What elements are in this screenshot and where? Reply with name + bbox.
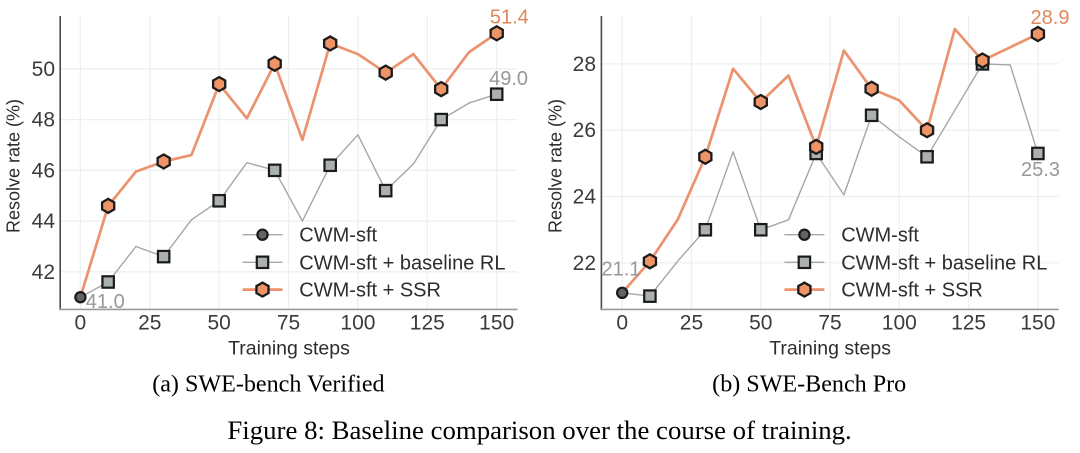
svg-text:125: 125 bbox=[410, 312, 445, 335]
svg-text:(a) SWE-bench Verified: (a) SWE-bench Verified bbox=[152, 372, 384, 398]
svg-text:125: 125 bbox=[951, 312, 986, 335]
svg-text:51.4: 51.4 bbox=[490, 6, 529, 28]
svg-text:Resolve rate (%): Resolve rate (%) bbox=[546, 99, 566, 233]
svg-text:48: 48 bbox=[32, 109, 55, 132]
svg-text:49.0: 49.0 bbox=[489, 68, 528, 90]
svg-text:42: 42 bbox=[32, 261, 55, 284]
svg-text:100: 100 bbox=[882, 312, 917, 335]
svg-text:(b) SWE-Bench Pro: (b) SWE-Bench Pro bbox=[712, 372, 906, 398]
svg-text:26: 26 bbox=[573, 119, 596, 142]
svg-text:28.9: 28.9 bbox=[1031, 7, 1070, 29]
svg-text:50: 50 bbox=[749, 312, 772, 335]
svg-text:CWM-sft + baseline RL: CWM-sft + baseline RL bbox=[841, 252, 1047, 274]
svg-text:0: 0 bbox=[75, 312, 87, 335]
svg-text:25: 25 bbox=[138, 312, 161, 335]
svg-text:150: 150 bbox=[479, 312, 514, 335]
svg-text:21.1: 21.1 bbox=[602, 258, 641, 280]
svg-text:CWM-sft: CWM-sft bbox=[841, 225, 919, 247]
svg-text:44: 44 bbox=[32, 210, 56, 233]
svg-text:46: 46 bbox=[32, 159, 55, 182]
svg-text:28: 28 bbox=[573, 53, 596, 76]
svg-text:Resolve rate (%): Resolve rate (%) bbox=[4, 99, 24, 233]
svg-text:0: 0 bbox=[616, 312, 628, 335]
svg-text:Figure 8: Baseline comparison: Figure 8: Baseline comparison over the c… bbox=[227, 415, 851, 445]
svg-text:50: 50 bbox=[207, 312, 230, 335]
svg-text:75: 75 bbox=[818, 312, 841, 335]
svg-text:150: 150 bbox=[1020, 312, 1055, 335]
svg-text:CWM-sft: CWM-sft bbox=[299, 225, 377, 247]
svg-text:25.3: 25.3 bbox=[1021, 159, 1060, 181]
svg-text:75: 75 bbox=[277, 312, 300, 335]
svg-text:41.0: 41.0 bbox=[86, 291, 125, 313]
svg-text:22: 22 bbox=[573, 252, 596, 275]
svg-text:CWM-sft + baseline RL: CWM-sft + baseline RL bbox=[299, 252, 505, 274]
svg-text:50: 50 bbox=[32, 58, 55, 81]
svg-text:Training steps: Training steps bbox=[228, 338, 350, 360]
svg-text:24: 24 bbox=[573, 186, 597, 209]
svg-text:CWM-sft + SSR: CWM-sft + SSR bbox=[841, 280, 983, 302]
svg-text:Training steps: Training steps bbox=[769, 338, 891, 360]
svg-text:CWM-sft + SSR: CWM-sft + SSR bbox=[299, 280, 441, 302]
svg-text:100: 100 bbox=[340, 312, 375, 335]
svg-text:25: 25 bbox=[680, 312, 703, 335]
